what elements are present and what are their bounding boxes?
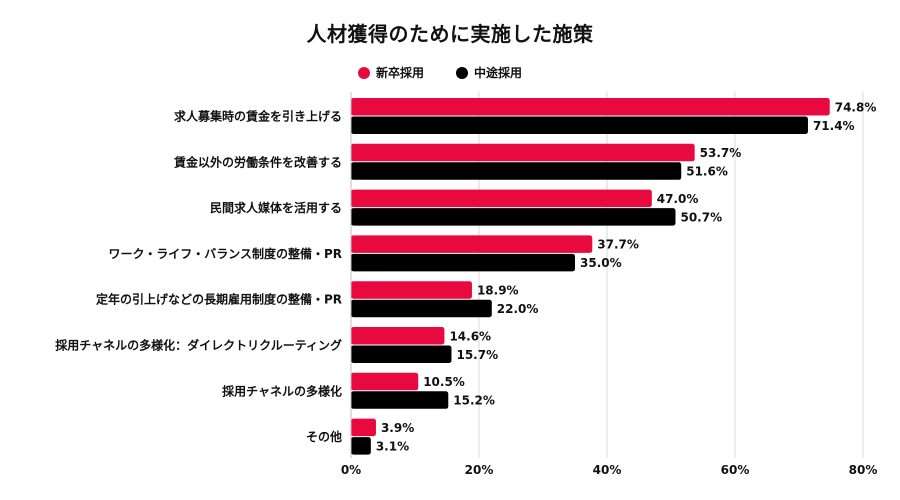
legend-label-chuto: 中途採用 bbox=[474, 66, 523, 80]
category-label: 賃金以外の労働条件を改善する bbox=[173, 154, 342, 169]
value-label: 10.5% bbox=[423, 375, 465, 389]
tick-label: 80% bbox=[849, 463, 878, 477]
value-label: 15.2% bbox=[453, 394, 495, 408]
bar bbox=[351, 143, 695, 162]
legend-dot-shinsotsu bbox=[358, 66, 370, 79]
legend-label-shinsotsu: 新卒採用 bbox=[376, 66, 425, 80]
value-label: 14.6% bbox=[449, 329, 491, 343]
value-label: 71.4% bbox=[813, 119, 855, 133]
bar bbox=[351, 327, 445, 345]
bar bbox=[351, 253, 575, 272]
value-label: 47.0% bbox=[657, 192, 699, 206]
value-label: 53.7% bbox=[700, 146, 742, 160]
tick-label: 20% bbox=[465, 463, 494, 477]
legend-item-chuto: 中途採用 bbox=[456, 64, 522, 81]
bar bbox=[351, 98, 830, 116]
bar bbox=[351, 437, 371, 455]
category-label: 求人募集時の賃金を引き上げる bbox=[174, 109, 342, 124]
bar bbox=[351, 208, 676, 226]
category-label: その他 bbox=[306, 429, 342, 444]
tick-label: 0% bbox=[341, 463, 361, 477]
bar bbox=[351, 299, 492, 318]
value-label: 3.1% bbox=[376, 439, 409, 453]
bar bbox=[351, 345, 452, 363]
value-label: 37.7% bbox=[597, 238, 639, 252]
value-label: 3.9% bbox=[381, 421, 414, 435]
category-label: ワーク・ライフ・バランス制度の整備・PR bbox=[108, 246, 342, 261]
bar bbox=[351, 189, 652, 208]
value-label: 15.7% bbox=[456, 348, 498, 362]
category-label: 採用チャネルの多様化：ダイレクトリクルーティング bbox=[55, 338, 342, 353]
value-label: 50.7% bbox=[680, 210, 722, 224]
value-label: 18.9% bbox=[477, 283, 519, 297]
tick-label: 40% bbox=[593, 463, 622, 477]
value-label: 74.8% bbox=[835, 100, 877, 114]
category-label: 定年の引上げなどの長期雇用制度の整備・PR bbox=[96, 292, 342, 307]
value-label: 51.6% bbox=[686, 165, 728, 179]
tick-label: 60% bbox=[721, 463, 750, 477]
category-label: 採用チャネルの多様化 bbox=[222, 383, 342, 398]
bar bbox=[351, 162, 682, 180]
bar bbox=[351, 418, 376, 437]
bar bbox=[351, 372, 419, 391]
chart-title: 人材獲得のために実施した施策 bbox=[306, 22, 594, 46]
bar bbox=[351, 281, 472, 299]
legend-item-shinsotsu: 新卒採用 bbox=[358, 64, 424, 81]
value-label: 35.0% bbox=[580, 256, 622, 270]
legend: 新卒採用 中途採用 bbox=[0, 64, 900, 84]
legend-dot-chuto bbox=[456, 66, 468, 79]
category-label: 民間求人媒体を活用する bbox=[210, 200, 342, 215]
bar bbox=[351, 391, 449, 409]
bar bbox=[351, 116, 808, 134]
bar bbox=[351, 235, 593, 253]
value-label: 22.0% bbox=[497, 302, 539, 316]
